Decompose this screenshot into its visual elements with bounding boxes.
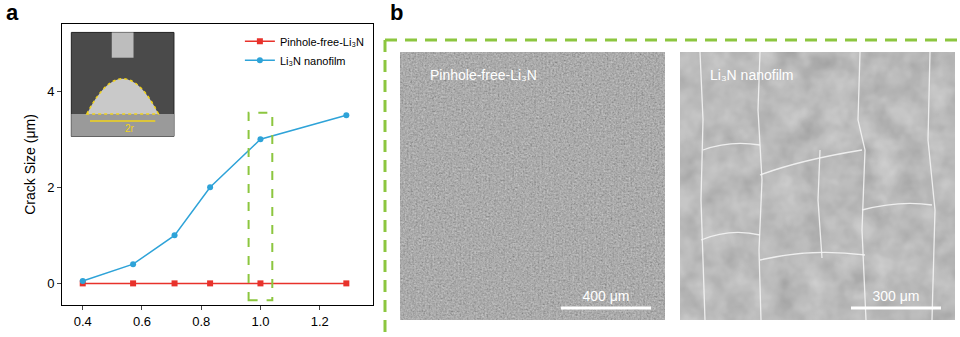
html-text:b: b xyxy=(390,0,404,25)
svg-text:Pinhole-free-Li₃N: Pinhole-free-Li₃N xyxy=(430,67,537,83)
html-text:a: a xyxy=(6,0,19,25)
svg-text:Li₃N nanofilm: Li₃N nanofilm xyxy=(710,67,794,83)
svg-text:Li₃N nanofilm: Li₃N nanofilm xyxy=(280,55,346,67)
svg-text:0.6: 0.6 xyxy=(133,314,151,329)
svg-text:2r: 2r xyxy=(125,123,135,134)
svg-text:300 μm: 300 μm xyxy=(873,288,920,304)
svg-text:1.0: 1.0 xyxy=(251,314,269,329)
svg-text:0.4: 0.4 xyxy=(74,314,92,329)
svg-text:0.8: 0.8 xyxy=(192,314,210,329)
svg-text:Crack Size (μm): Crack Size (μm) xyxy=(22,114,38,215)
svg-text:400 μm: 400 μm xyxy=(583,288,630,304)
svg-text:2: 2 xyxy=(47,180,54,195)
svg-text:Pinhole-free-Li₃N: Pinhole-free-Li₃N xyxy=(280,36,364,48)
svg-text:1.2: 1.2 xyxy=(311,314,329,329)
svg-text:0: 0 xyxy=(47,276,54,291)
svg-text:4: 4 xyxy=(47,84,54,99)
